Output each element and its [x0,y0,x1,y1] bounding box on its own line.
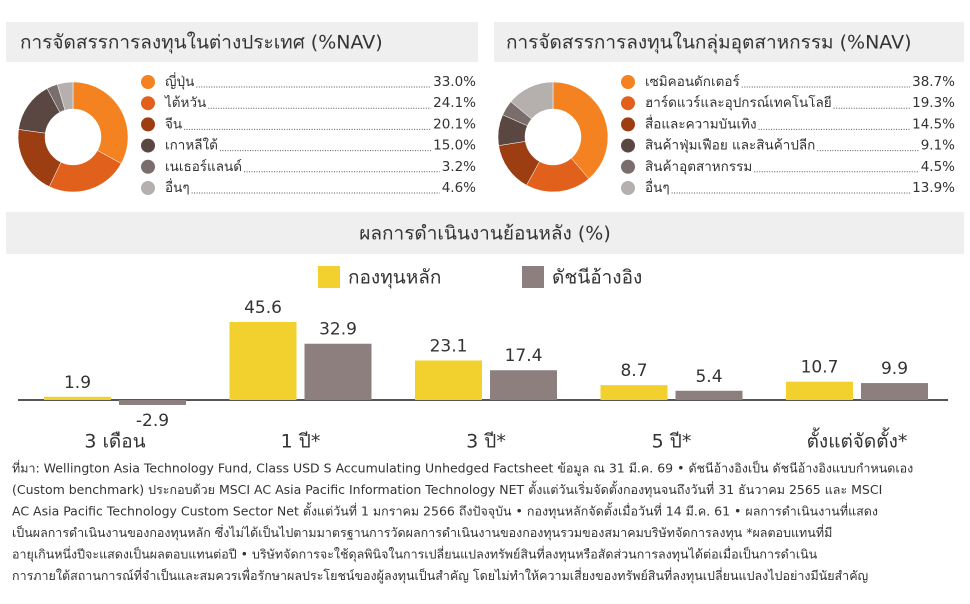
panel-header [6,212,964,254]
data-label: 17.4 [505,346,543,366]
legend-label: จีน [165,116,182,132]
legend-label: ญี่ปุ่น [165,72,194,90]
legend-label: อื่นๆ [165,178,190,196]
bar [600,385,668,400]
legend-label: ไต้หวัน [164,95,206,111]
legend-dot [141,138,155,153]
bar [44,396,111,400]
panel-header [494,22,964,62]
data-label: 10.7 [801,358,839,378]
pie-slice [510,81,554,120]
legend-swatch [318,266,340,288]
value-label: 13.9% [912,180,955,196]
bar [675,390,743,400]
data-label: 45.6 [244,298,282,318]
pie-slice [72,81,129,164]
legend-label: เนเธอร์แลนด์ [165,158,242,175]
legend-dot [621,181,635,195]
legend-dot [621,96,635,111]
footnote-line: เป็นผลการดำเนินงานของกองทุนหลัก ซึ่งไม่ไ… [12,524,832,541]
legend-dot [141,75,155,89]
value-label: 19.3% [912,95,955,111]
footnote-line: การภายใต้สถานการณ์ที่จำเป็นและสมควรเพื่อ… [12,567,868,584]
value-label: 14.5% [912,116,955,132]
legend-dot [141,117,155,132]
legend-label: สินค้าอุตสาหกรรม [645,159,752,175]
legend-label: เซมิคอนดักเตอร์ [645,73,740,90]
data-label: 1.9 [64,373,91,393]
value-label: 24.1% [433,95,476,111]
legend-label: สินค้าฟุ่มเฟือย และสินค้าปลีก [645,138,815,154]
legend-label: อื่นๆ [645,178,670,196]
legend-label: กองทุนหลัก [348,267,441,290]
legend-dot [621,75,635,89]
data-label: 32.9 [319,320,357,340]
value-label: 9.1% [921,138,955,154]
value-label: 33.0% [433,74,476,90]
value-label: 38.7% [912,74,955,90]
bar [415,360,482,400]
data-label: 5.4 [695,367,722,387]
legend-label: ฮาร์ดแวร์และอุปกรณ์เทคโนโลยี [645,94,832,111]
data-label: -2.9 [136,411,169,431]
panel-title: การจัดสรรการลงทุนในต่างประเทศ (%NAV) [20,32,383,55]
footnote-line: (Custom benchmark) ประกอบด้วย MSCI AC As… [12,480,882,498]
footnote-line: อายุเกินหนึ่งปีจะแสดงเป็นผลตอบแทนต่อปี •… [12,546,818,563]
legend-label: สื่อและความบันเทิง [645,114,757,132]
pie-slice [57,81,74,111]
legend-label: ดัชนีอ้างอิง [552,267,642,289]
data-label: 23.1 [430,336,468,356]
bar [229,322,297,400]
value-label: 4.5% [921,159,955,175]
legend-dot [621,159,635,174]
x-tick-label: 1 ปี* [281,431,321,453]
panel-title: การจัดสรรการลงทุนในกลุ่มอุตสาหกรรม (%NAV… [506,32,912,55]
legend-dot [141,96,155,111]
x-tick-label: 3 เดือน [84,431,145,453]
legend-label: เกาหลีใต้ [165,137,218,154]
legend-swatch [522,266,544,288]
panel-header [6,22,478,62]
x-tick-label: ตั้งแต่จัดตั้ง* [807,428,908,453]
pie-slice [552,81,609,180]
data-label: 9.9 [881,359,908,379]
footnote-line: ที่มา: Wellington Asia Technology Fund, … [12,460,913,477]
bar [119,400,186,405]
legend-dot [621,117,635,132]
bar [304,343,372,400]
legend-dot [141,159,155,174]
x-tick-label: 3 ปี* [466,431,506,453]
value-label: 3.2% [442,159,476,175]
value-label: 20.1% [433,116,476,132]
x-tick-label: 5 ปี* [652,431,692,453]
legend-dot [141,181,155,195]
panel-title: ผลการดำเนินงานย้อนหลัง (%) [359,223,610,245]
value-label: 15.0% [433,138,476,154]
footnote-line: AC Asia Pacific Technology Custom Sector… [12,502,878,520]
data-label: 8.7 [620,361,647,381]
bar [490,370,557,400]
bar [786,381,853,400]
bar [861,383,928,400]
value-label: 4.6% [442,180,476,196]
legend-dot [621,138,635,153]
